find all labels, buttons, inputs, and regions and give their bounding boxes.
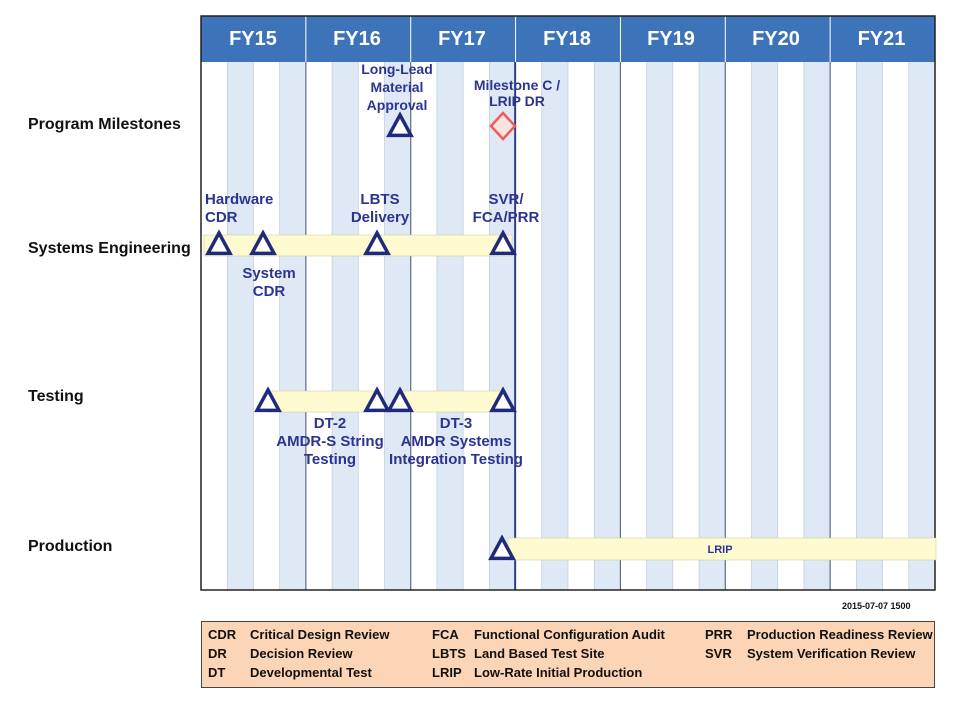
legend-abbr-dt: DT bbox=[208, 665, 226, 680]
fy-header-6: FY21 bbox=[857, 28, 906, 50]
row-label-production: Production bbox=[28, 538, 113, 555]
quarter-shade bbox=[436, 62, 464, 590]
svr-fca-prr-label-line-1: SVR/ bbox=[488, 191, 524, 208]
system-cdr-label-line-2: CDR bbox=[253, 283, 286, 300]
dt3-label-line-1: DT-3 bbox=[440, 415, 473, 432]
legend-def-fca: Functional Configuration Audit bbox=[474, 627, 665, 642]
fy-header-2: FY17 bbox=[438, 28, 486, 50]
hardware-cdr-label-line-1: Hardware bbox=[205, 191, 273, 208]
quarter-shade bbox=[227, 62, 254, 590]
system-cdr-label-line-1: System bbox=[242, 265, 295, 282]
quarter-shade bbox=[332, 62, 359, 590]
quarter-shade bbox=[489, 62, 516, 590]
legend-abbr-lrip: LRIP bbox=[432, 665, 462, 680]
dt2-end-triangle bbox=[363, 386, 391, 413]
schedule-frame bbox=[200, 15, 936, 591]
quarter-shade bbox=[541, 62, 568, 590]
dt2-label-line-3: Testing bbox=[304, 451, 356, 468]
fiscal-year-header-band bbox=[201, 16, 935, 62]
hardware-cdr-triangle bbox=[205, 229, 233, 256]
lrip-bar-label: LRIP bbox=[707, 544, 732, 556]
timestamp: 2015-07-07 1500 bbox=[842, 601, 911, 611]
long-lead-label-line-2: Material bbox=[371, 79, 424, 95]
quarter-shade bbox=[384, 62, 411, 590]
dt3-end-triangle bbox=[489, 386, 517, 413]
dt2-start-triangle bbox=[254, 386, 282, 413]
legend-abbr-svr: SVR bbox=[705, 646, 732, 661]
milestone-c-diamond bbox=[489, 111, 517, 141]
fy-header-5: FY20 bbox=[752, 28, 800, 50]
legend-def-cdr: Critical Design Review bbox=[250, 627, 390, 642]
legend-abbr-fca: FCA bbox=[432, 627, 459, 642]
milestone-c-label-line-1: Milestone C / bbox=[474, 77, 560, 93]
lrip-start-triangle bbox=[488, 534, 516, 561]
dt3-label-line-3: Integration Testing bbox=[389, 451, 523, 468]
dt2-label-line-1: DT-2 bbox=[314, 415, 347, 432]
systems-engineering-bar bbox=[203, 234, 513, 257]
legend-abbr-cdr: CDR bbox=[208, 627, 237, 642]
row-label-milestones: Program Milestones bbox=[28, 116, 181, 133]
lbts-delivery-triangle bbox=[363, 229, 391, 256]
milestone-c-label-line-2: LRIP DR bbox=[489, 93, 545, 109]
row-label-testing: Testing bbox=[28, 388, 84, 405]
legend-def-prr: Production Readiness Review bbox=[747, 627, 933, 642]
quarter-shade bbox=[751, 62, 778, 590]
dt2-label-line-2: AMDR-S String bbox=[276, 433, 384, 450]
legend-abbr-lbts: LBTS bbox=[432, 646, 466, 661]
quarter-shade bbox=[803, 62, 831, 590]
quarter-shade bbox=[594, 62, 621, 590]
dt3-label-line-2: AMDR Systems bbox=[401, 433, 512, 450]
long-lead-approval-triangle bbox=[386, 111, 414, 138]
legend-def-dr: Decision Review bbox=[250, 646, 353, 661]
quarter-shade bbox=[279, 62, 306, 590]
legend-def-lbts: Land Based Test Site bbox=[474, 646, 605, 661]
long-lead-label-line-1: Long-Lead bbox=[361, 61, 433, 77]
legend-abbr-prr: PRR bbox=[705, 627, 733, 642]
legend-abbr-dr: DR bbox=[208, 646, 227, 661]
dt2-bar bbox=[269, 390, 378, 413]
quarter-shade bbox=[908, 62, 935, 590]
dt3-start-triangle bbox=[386, 386, 414, 413]
fy-header-0: FY15 bbox=[229, 28, 277, 50]
svr-fca-prr-label-line-2: FCA/PRR bbox=[473, 209, 540, 226]
dt3-bar bbox=[399, 390, 505, 413]
lbts-delivery-label-line-1: LBTS bbox=[360, 191, 399, 208]
legend-def-svr: System Verification Review bbox=[747, 646, 916, 661]
abbreviation-legend: CDR Critical Design Review DR Decision R… bbox=[201, 621, 935, 688]
hardware-cdr-label-line-2: CDR bbox=[205, 209, 238, 226]
row-label-systems-engineering: Systems Engineering bbox=[28, 240, 191, 257]
legend-def-lrip: Low-Rate Initial Production bbox=[474, 665, 643, 680]
quarter-shade bbox=[699, 62, 726, 590]
long-lead-label-line-3: Approval bbox=[367, 97, 428, 113]
fy-header-4: FY19 bbox=[647, 28, 695, 50]
fy-header-3: FY18 bbox=[543, 28, 591, 50]
quarter-shade bbox=[646, 62, 673, 590]
lbts-delivery-label-line-2: Delivery bbox=[351, 209, 410, 226]
fy-header-1: FY16 bbox=[333, 28, 381, 50]
system-cdr-triangle bbox=[249, 229, 277, 256]
svr-fca-prr-triangle bbox=[489, 229, 517, 256]
quarter-shade bbox=[856, 62, 883, 590]
legend-def-dt: Developmental Test bbox=[250, 665, 372, 680]
